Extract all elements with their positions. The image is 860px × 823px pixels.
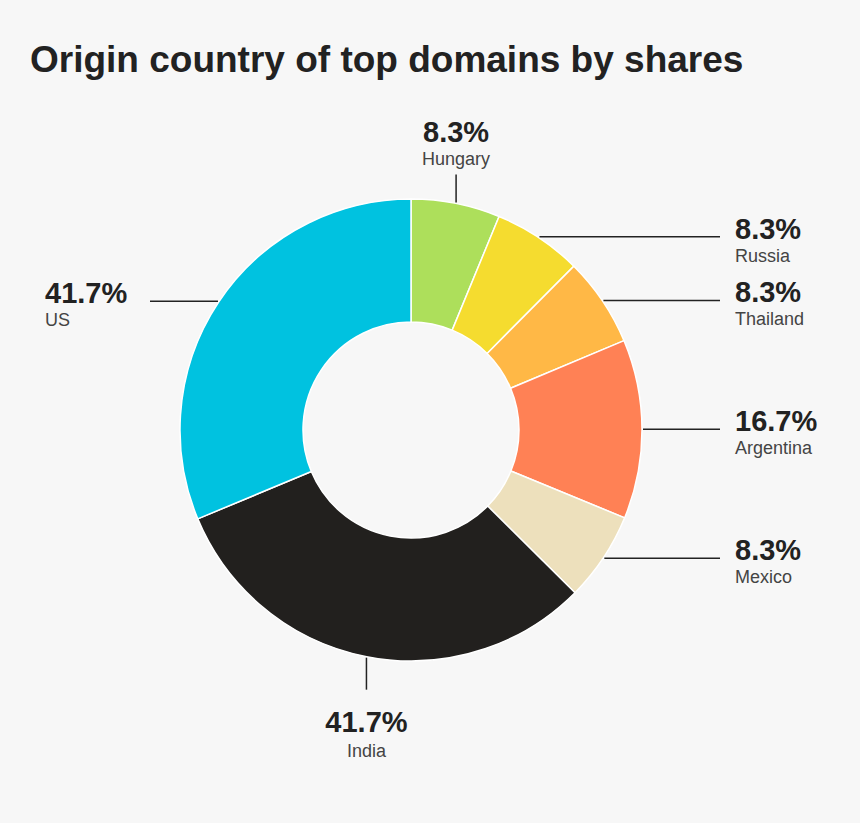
labels: 8.3%Hungary8.3%Russia8.3%Thailand16.7%Ar… <box>45 116 817 760</box>
slices <box>180 199 642 661</box>
data-label: 8.3% <box>423 116 489 148</box>
data-label: 8.3% <box>735 534 801 566</box>
leader-line <box>539 236 720 238</box>
category-label: Russia <box>735 246 791 266</box>
category-label: India <box>347 741 387 761</box>
leader-line <box>603 300 720 302</box>
leader-line <box>150 301 218 303</box>
data-label: 8.3% <box>735 213 801 245</box>
category-label: Mexico <box>735 567 792 587</box>
category-label: US <box>45 310 70 330</box>
data-label: 16.7% <box>735 405 817 437</box>
background <box>0 0 860 823</box>
data-label: 8.3% <box>735 276 801 308</box>
title: Origin country of top domains by shares <box>30 39 743 80</box>
leader-line <box>366 658 368 690</box>
leader-line <box>455 174 457 202</box>
leader-line <box>604 557 720 559</box>
chart: Origin country of top domains by shares 8… <box>0 0 860 823</box>
data-label: 41.7% <box>325 706 407 738</box>
data-label: 41.7% <box>45 277 127 309</box>
category-label: Hungary <box>422 149 490 169</box>
slice <box>180 199 411 519</box>
category-label: Argentina <box>735 438 813 458</box>
leader-line <box>643 428 720 430</box>
slice <box>198 472 575 661</box>
category-label: Thailand <box>735 309 804 329</box>
